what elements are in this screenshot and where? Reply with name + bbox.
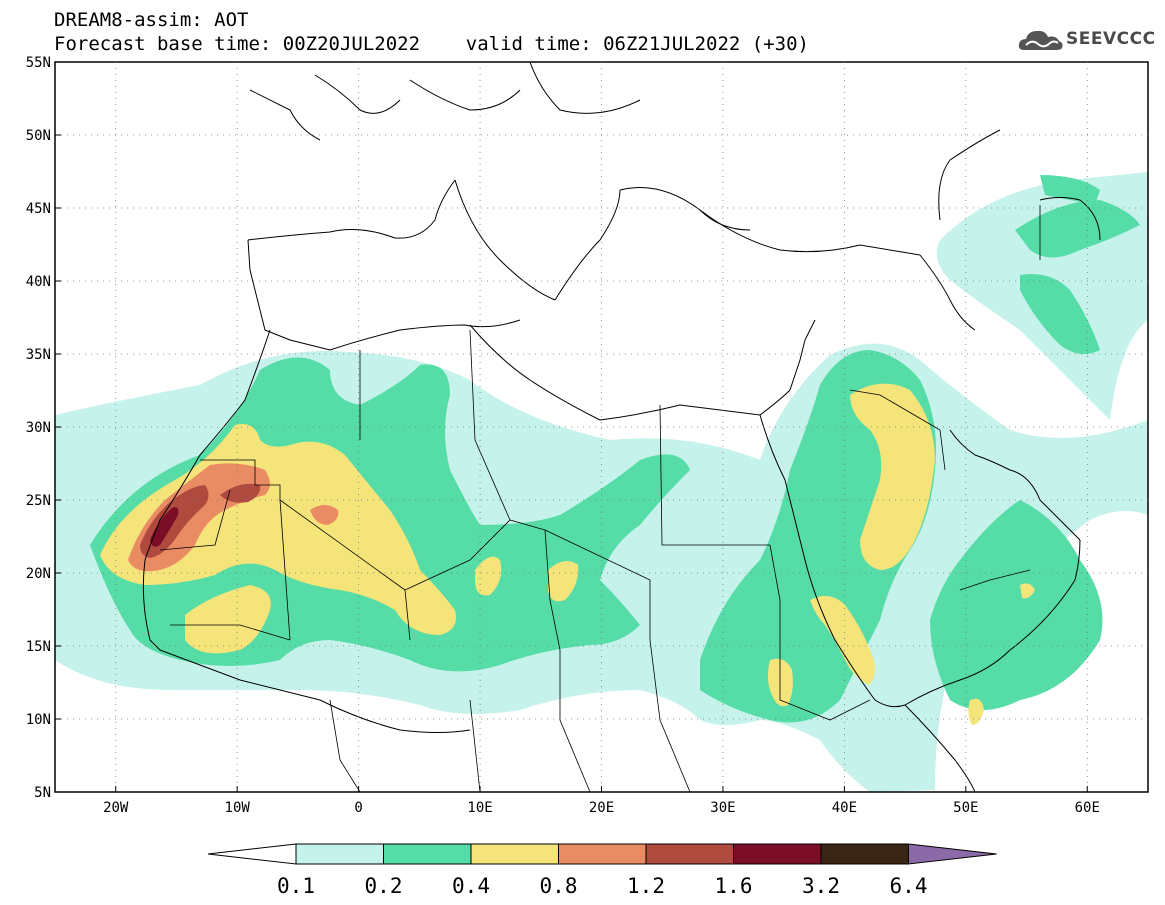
legend-label: 0.2 (365, 874, 403, 898)
lon-tick-label: 10W (225, 800, 251, 816)
legend-label: 0.1 (277, 874, 315, 898)
legend-lower-arrow (207, 843, 297, 865)
colorbar-legend: 0.1 0.2 0.4 0.8 1.2 1.6 3.2 6.4 (207, 843, 997, 898)
lat-tick-label: 25N (26, 493, 51, 509)
lat-tick-label: 5N (34, 785, 51, 801)
lat-tick-label: 40N (26, 274, 51, 290)
lon-tick-label: 0 (354, 800, 362, 816)
aot-map: 5N 10N 15N 20N 25N 30N 35N 40N 45N 50N 55N 20W 10W 0… (26, 55, 1149, 816)
lon-tick-label: 20W (103, 800, 129, 816)
grid-lines (55, 62, 1148, 792)
aot-field-1.6 (150, 507, 179, 547)
legend-label: 1.6 (715, 874, 753, 898)
lat-tick-label: 10N (26, 712, 51, 728)
lat-tick-label: 45N (26, 201, 51, 217)
legend-label: 6.4 (890, 874, 928, 898)
cloud-icon (1018, 30, 1063, 50)
coastlines (142, 62, 1101, 792)
lon-tick-label: 20E (589, 800, 614, 816)
logo-text: SEEVCCC (1066, 29, 1156, 49)
legend-label: 1.2 (627, 874, 665, 898)
map-title: DREAM8-assim: AOT (54, 9, 249, 31)
legend-label: 3.2 (802, 874, 840, 898)
legend-color-box (645, 843, 734, 865)
seevccc-logo: SEEVCCC (1018, 26, 1158, 54)
lat-tick-label: 15N (26, 639, 51, 655)
lon-tick-label: 40E (832, 800, 857, 816)
lat-tick-label: 55N (26, 55, 51, 71)
lon-tick-label: 30E (710, 800, 735, 816)
legend-color-box (820, 843, 909, 865)
longitude-axis: 20W 10W 0 10E 20E 30E 40E 50E 60E (103, 786, 1100, 816)
lon-tick-label: 50E (953, 800, 978, 816)
lon-tick-label: 60E (1075, 800, 1100, 816)
legend-color-box (470, 843, 559, 865)
lat-tick-label: 35N (26, 347, 51, 363)
aot-field-0.4 (100, 383, 1035, 725)
legend-label: 0.8 (540, 874, 578, 898)
legend-label: 0.4 (452, 874, 490, 898)
legend-color-box (383, 843, 472, 865)
legend-color-box (733, 843, 822, 865)
latitude-axis: 5N 10N 15N 20N 25N 30N 35N 40N 45N 50N 55N (26, 55, 61, 801)
lon-tick-label: 10E (467, 800, 492, 816)
legend-color-box (295, 843, 384, 865)
lat-tick-label: 50N (26, 128, 51, 144)
legend-upper-arrow (908, 843, 997, 865)
lat-tick-label: 20N (26, 566, 51, 582)
forecast-time-info: Forecast base time: 00Z20JUL2022 valid t… (54, 33, 809, 55)
lat-tick-label: 30N (26, 420, 51, 436)
political-borders (159, 205, 1041, 792)
legend-color-box (558, 843, 647, 865)
